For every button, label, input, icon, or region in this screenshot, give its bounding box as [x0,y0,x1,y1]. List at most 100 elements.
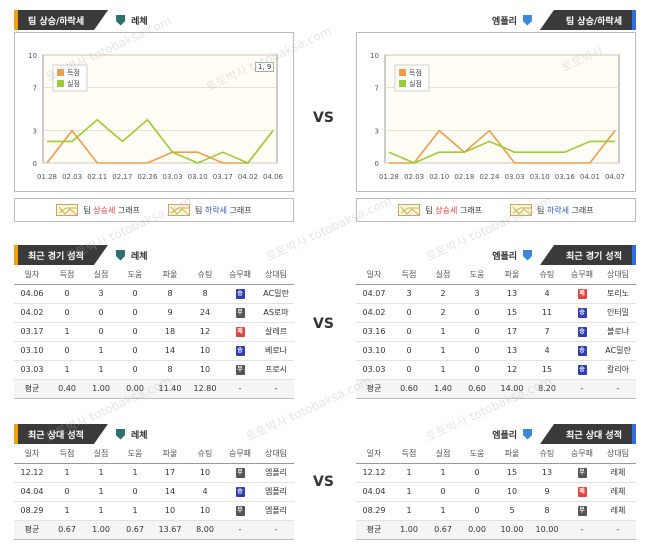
table-cell: 03.03 [356,360,392,380]
column-header: 승무패 [564,266,600,285]
table-cell: 12 [188,322,222,342]
result-badge: 무 [235,506,245,516]
table-cell: 03.10 [14,341,50,361]
recent-left-table: 일자 득점 실점 도움 파울 슈팅 승무패 상대팀 04.06 0 3 0 8 8 승 AC밀란 04.02 0 0… [14,266,294,399]
table-cell: 9 [152,303,188,323]
x-tick-label: 03.16 [555,173,576,181]
average-row: 평균 0.60 1.40 0.60 14.00 8.20- - [356,379,636,399]
trend-left-tab: 팀 상승/하락세 레체 [14,10,294,30]
x-tick-label: 02.18 [454,173,474,181]
column-header: 상대팀 [600,266,636,285]
x-tick-label: 02.11 [87,173,107,181]
table-cell: 10 [188,341,222,361]
table-cell: 0 [118,341,152,361]
trend-right-chart-panel: 10 7 3 0 01.28 02.03 02.10 02.18 02.24 03.03 03.10… [356,32,636,192]
table-cell: 15 [530,360,564,380]
opponent-cell: 프로시 [258,360,294,380]
table-row: 03.10 0 1 0 14 10 승 베로나 [14,341,294,361]
opponent-cell: 베로나 [258,341,294,361]
x-tick-label: 02.03 [62,173,82,181]
opponent-cell: 레체 [600,482,636,502]
x-tick-label: 03.03 [505,173,525,181]
result-cell: 무 [222,303,258,323]
table-cell: 0 [392,360,426,380]
table-row: 03.17 1 0 0 18 12 패 살레르 [14,322,294,342]
legend-label: 실점 [409,79,422,88]
table-cell: 2 [426,303,460,323]
x-tick-label: 04.01 [580,173,600,181]
table-cell: 03.10 [356,341,392,361]
result-badge: 승 [577,308,587,318]
result-badge: 패 [577,289,587,299]
down-trend-icon-right [510,204,532,216]
recent-right-tab: 엠폴리 최근 경기 성적 [352,245,636,265]
table-cell: 24 [188,303,222,323]
y-tick-label: 7 [33,84,37,92]
result-cell: 무 [222,360,258,380]
table-cell: 8 [152,360,188,380]
table-cell: 0 [118,284,152,304]
vs-label-trend: VS [313,110,334,126]
table-cell: 0 [84,322,118,342]
table-cell: 1 [118,501,152,521]
empoli-crest-icon [522,14,532,26]
table-cell: 15 [494,303,530,323]
average-cell: 평균 [356,379,392,399]
opponent-cell: 엠폴리 [258,482,294,502]
average-row: 평균 0.67 1.00 0.67 13.67 8.00- - [14,520,294,540]
average-cell: 13.67 [152,520,188,540]
column-header: 파울 [494,266,530,285]
table-cell: 0 [50,341,84,361]
table-cell: 08.29 [356,501,392,521]
up-word-right: 상승세 [435,205,458,215]
result-cell: 승 [222,341,258,361]
down-trend-legend-right: 팀 하락세 그래프 [510,204,594,216]
column-header: 실점 [426,445,460,464]
result-badge: 승 [577,365,587,375]
column-header: 득점 [392,266,426,285]
column-header: 도움 [460,266,494,285]
table-row: 04.02 0 0 0 9 24 무 AS로마 [14,303,294,323]
table-cell: 0 [426,482,460,502]
table-cell: 0 [118,303,152,323]
recent-left-tab: 최근 경기 성적 레체 [14,245,294,265]
result-badge: 패 [235,327,245,337]
table-cell: 3 [392,284,426,304]
table-cell: 1 [50,322,84,342]
up-suffix-right: 그래프 [457,205,482,215]
down-trend-icon [168,204,190,216]
average-cell: 0.67 [50,520,84,540]
trend-left-team: 레체 [131,16,148,27]
x-tick-label: 01.28 [379,173,399,181]
table-cell: 10 [188,501,222,521]
average-cell: 1.40 [426,379,460,399]
average-row: 평균 1.00 0.67 0.00 10.00 10.00- - [356,520,636,540]
trend-right-chart: 10 7 3 001.28 02.03 02.10 02.18 02.24 03.03 03.10… [370,52,625,181]
table-cell: 1 [50,501,84,521]
table-cell: 8 [152,284,188,304]
up-word: 상승세 [93,205,116,215]
result-badge: 무 [577,468,587,478]
result-cell: 승 [222,482,258,502]
table-cell: 0 [84,303,118,323]
result-cell: 승 [564,360,600,380]
trend-right-team: 엠폴리 [492,16,517,27]
table-cell: 1 [392,482,426,502]
table-cell: 1 [426,322,460,342]
legend-label: 득점 [67,69,80,77]
table-cell: 2 [426,284,460,304]
trend-right-tab: 엠폴리 팀 상승/하락세 [352,10,636,30]
column-header: 득점 [50,445,84,464]
table-cell: 03.03 [14,360,50,380]
table-row: 03.03 0 1 0 12 15 승 칼리아 [356,360,636,380]
table-cell: 0 [460,303,494,323]
table-cell: 0 [392,341,426,361]
average-cell: 평균 [14,379,50,399]
table-cell: 1 [84,482,118,502]
x-tick-label: 02.24 [479,173,500,181]
average-cell: 0.60 [392,379,426,399]
table-cell: 04.02 [356,303,392,323]
lecce-crest-icon [116,14,126,26]
down-suffix: 그래프 [227,205,252,215]
table-row: 08.29 1 1 1 10 10 무 엠폴리 [14,501,294,521]
